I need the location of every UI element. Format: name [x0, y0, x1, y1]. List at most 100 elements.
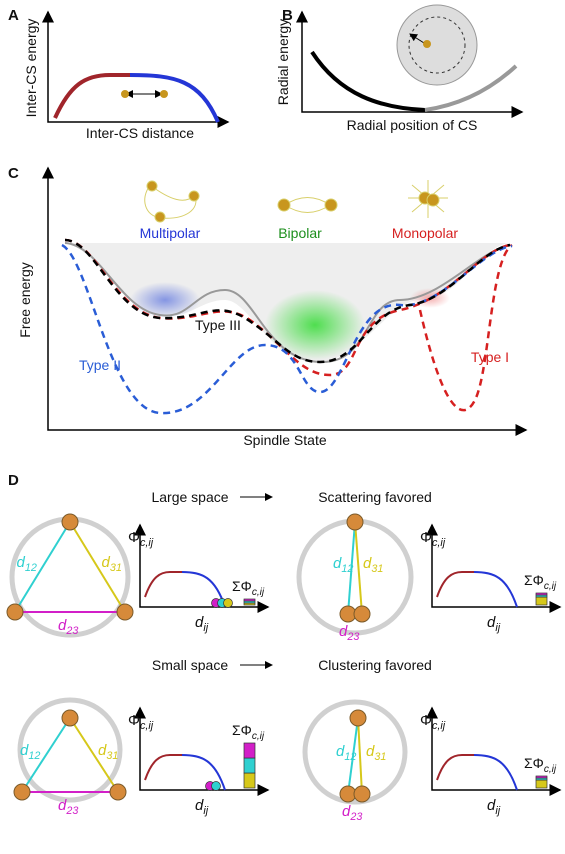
curve — [437, 755, 474, 780]
symbol: Φc,ij — [128, 529, 154, 549]
centrosome — [354, 786, 370, 802]
figure: A Inter-CS energy Inter-CS distance B Ra… — [0, 0, 565, 854]
row-label: Large space — [151, 489, 228, 505]
symbol-sub: 23 — [65, 805, 78, 817]
symbol: dij — [195, 797, 209, 817]
axis-label: Inter-CS energy — [23, 19, 39, 118]
edge — [355, 522, 362, 614]
symbol-main: ΣΦ — [524, 755, 544, 771]
symbol: d31 — [102, 554, 122, 574]
axis-label: Radial position of CS — [347, 117, 478, 133]
centrosome — [110, 784, 126, 800]
symbol-main: Φ — [420, 712, 432, 729]
symbol-sub: 31 — [371, 563, 383, 575]
state-label: Multipolar — [140, 225, 201, 241]
row-label: Clustering favored — [318, 657, 432, 673]
glow — [130, 282, 200, 318]
bar — [536, 776, 547, 778]
centrosome — [423, 40, 431, 48]
symbol-sub: c,ij — [252, 731, 265, 742]
symbol-sub: 23 — [349, 811, 362, 823]
bar — [536, 780, 547, 788]
symbol-main: Φ — [420, 529, 432, 546]
symbol-sub: c,ij — [432, 720, 446, 732]
bar — [536, 593, 547, 595]
centrosome — [354, 606, 370, 622]
state-label: Bipolar — [278, 225, 322, 241]
symbol-sub: 12 — [28, 750, 40, 762]
centrosome — [350, 710, 366, 726]
axis-label: Free energy — [17, 262, 33, 337]
symbol-sub: 23 — [65, 625, 78, 637]
symbol: d23 — [339, 623, 359, 643]
curve-label: Type III — [195, 317, 241, 333]
bar — [536, 597, 547, 605]
symbol: Φc,ij — [128, 712, 154, 732]
symbol: d31 — [363, 555, 383, 575]
symbol-sub: c,ij — [432, 537, 446, 549]
symbol-main: Φ — [128, 529, 140, 546]
symbol-sub: ij — [495, 805, 500, 817]
symbol: d12 — [336, 743, 356, 763]
bar — [244, 599, 255, 601]
row-label: Scattering favored — [318, 489, 432, 505]
symbol-sub: 31 — [106, 750, 118, 762]
axis-label: Radial energy — [275, 19, 291, 105]
curve-label: Type I — [471, 349, 509, 365]
centrosome — [62, 710, 78, 726]
axis-label: Spindle State — [243, 432, 326, 448]
bar — [244, 758, 255, 773]
curve — [130, 75, 218, 122]
symbol: d31 — [366, 743, 386, 763]
axes — [140, 525, 268, 607]
symbol: d23 — [342, 803, 362, 823]
panel-a: A Inter-CS energy Inter-CS distance — [8, 7, 228, 141]
symbol-sub: 31 — [110, 562, 122, 574]
cell-boundary — [12, 519, 128, 635]
panel-b: B Radial energy Radial position of CS — [275, 5, 522, 133]
centrosome — [121, 90, 129, 98]
bar — [244, 773, 255, 788]
curve — [55, 75, 130, 118]
symbol-sub: c,ij — [544, 764, 557, 775]
symbol: d12 — [333, 555, 353, 575]
dot — [212, 782, 221, 791]
symbol: dij — [195, 614, 209, 634]
axes — [48, 12, 228, 122]
centrosome — [7, 604, 23, 620]
axis-label: Inter-CS distance — [86, 125, 194, 141]
symbol: dij — [487, 614, 501, 634]
centrosome — [117, 604, 133, 620]
panel-label: C — [8, 165, 19, 182]
symbol: Φc,ij — [420, 529, 446, 549]
symbol: ΣΦc,ij — [524, 755, 557, 775]
symbol-sub: ij — [203, 805, 208, 817]
centrosome — [347, 514, 363, 530]
symbol-sub: c,ij — [544, 581, 557, 592]
symbol-sub: 12 — [25, 562, 37, 574]
symbol-sub: c,ij — [252, 587, 265, 598]
bar — [244, 743, 255, 758]
symbol-sub: 12 — [341, 563, 353, 575]
symbol-sub: ij — [203, 622, 208, 634]
row-label: Small space — [152, 657, 228, 673]
centrosome — [14, 784, 30, 800]
curve — [145, 755, 182, 780]
panel-label: D — [8, 472, 19, 489]
curve — [145, 572, 182, 597]
symbol-sub: ij — [495, 622, 500, 634]
symbol: Φc,ij — [420, 712, 446, 732]
panel-c: C Multipolar Bipolar Monopolar Free ener… — [8, 165, 526, 448]
symbol-sub: c,ij — [140, 720, 154, 732]
symbol-sub: c,ij — [140, 537, 154, 549]
symbol: ΣΦc,ij — [232, 578, 265, 598]
centrosome — [160, 90, 168, 98]
curve — [437, 572, 474, 597]
symbol-main: Φ — [128, 712, 140, 729]
state-label: Monopolar — [392, 225, 458, 241]
symbol-main: ΣΦ — [524, 572, 544, 588]
symbol: d12 — [17, 554, 37, 574]
panel-d: D Large space Scattering favored Small s… — [7, 472, 565, 823]
symbol: ΣΦc,ij — [232, 722, 265, 742]
symbol: dij — [487, 797, 501, 817]
